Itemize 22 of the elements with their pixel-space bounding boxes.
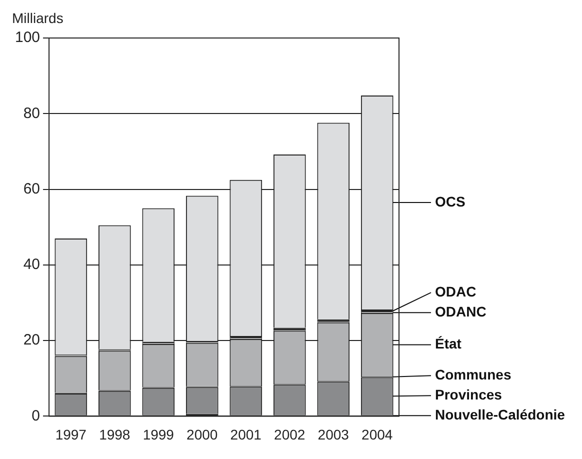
y-tick-label: 20 xyxy=(23,332,40,349)
y-tick-label: 80 xyxy=(23,104,40,122)
y-tick-label: 40 xyxy=(23,256,40,274)
y-tick-label: 60 xyxy=(23,180,40,198)
text: OCS xyxy=(435,193,466,210)
x-tick-label: 1997 xyxy=(55,426,87,442)
x-tick-label: 2003 xyxy=(318,426,350,442)
y-tick-label: 0 xyxy=(32,407,40,424)
text: ODAC xyxy=(435,283,476,300)
x-tick-label: 1999 xyxy=(142,426,174,442)
x-tick-label: 2001 xyxy=(230,426,262,442)
text: ODANC xyxy=(435,303,486,320)
text: Communes xyxy=(435,366,512,382)
x-tick-label: 2000 xyxy=(186,426,218,442)
y-tick-label: 100 xyxy=(14,29,40,46)
x-tick-label: 2002 xyxy=(274,426,306,442)
text: Nouvelle-Calédonie xyxy=(435,406,566,422)
text: Provinces xyxy=(435,386,502,402)
text: État xyxy=(435,336,462,352)
y-axis-title: Milliards xyxy=(12,10,64,26)
x-tick-label: 1998 xyxy=(99,426,130,442)
x-tick-label: 2004 xyxy=(362,426,393,442)
